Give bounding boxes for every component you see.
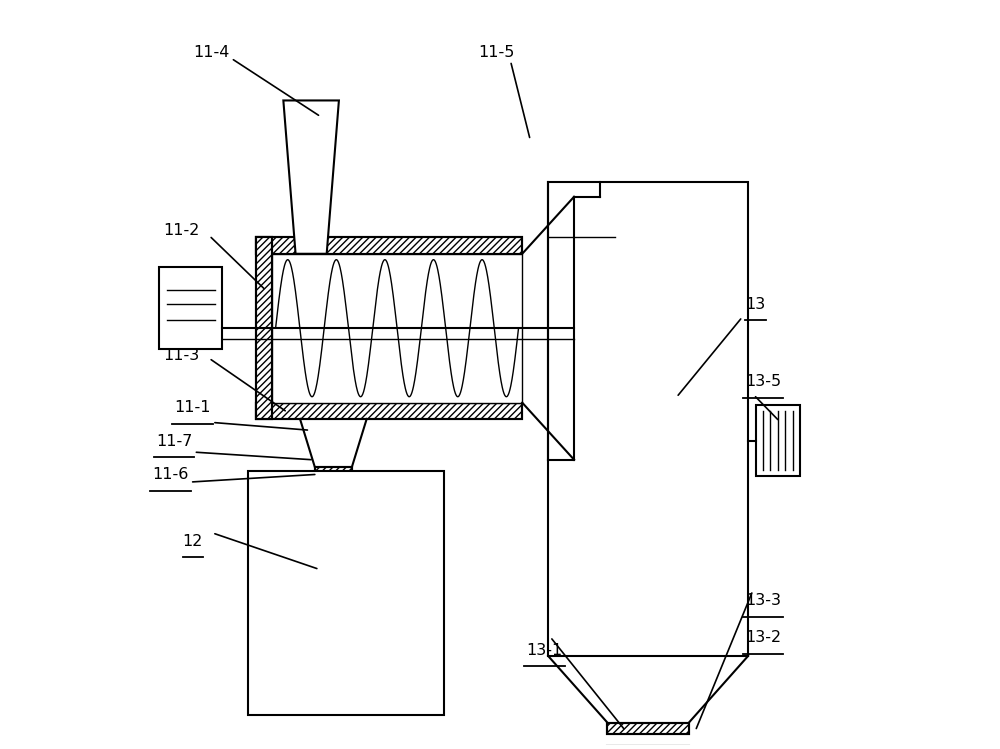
Bar xyxy=(256,237,272,419)
Bar xyxy=(256,237,522,254)
Text: 13: 13 xyxy=(745,297,766,312)
Bar xyxy=(315,467,352,482)
Bar xyxy=(607,723,689,735)
Text: 13-5: 13-5 xyxy=(745,374,781,389)
Bar xyxy=(248,471,444,715)
Polygon shape xyxy=(283,100,339,254)
Text: 11-4: 11-4 xyxy=(193,45,229,60)
Bar xyxy=(315,467,352,482)
Bar xyxy=(607,746,689,749)
Text: 11-7: 11-7 xyxy=(156,434,192,449)
Text: 11-2: 11-2 xyxy=(163,222,200,237)
Text: 11-6: 11-6 xyxy=(152,467,189,482)
Bar xyxy=(159,267,222,348)
Bar xyxy=(256,403,522,419)
Text: 13-3: 13-3 xyxy=(745,593,781,608)
Text: 12: 12 xyxy=(182,533,203,549)
Bar xyxy=(548,182,748,656)
Text: 11-3: 11-3 xyxy=(163,348,200,363)
Text: 11-1: 11-1 xyxy=(174,400,211,416)
Bar xyxy=(607,746,689,749)
Text: 13-2: 13-2 xyxy=(745,630,781,645)
Bar xyxy=(256,237,272,419)
Bar xyxy=(256,403,522,419)
Text: 11-5: 11-5 xyxy=(478,45,514,60)
Bar xyxy=(256,237,522,254)
Text: 13-1: 13-1 xyxy=(526,643,563,658)
Bar xyxy=(756,405,800,476)
Bar xyxy=(272,254,522,403)
Bar xyxy=(607,723,689,735)
Bar xyxy=(325,482,341,500)
